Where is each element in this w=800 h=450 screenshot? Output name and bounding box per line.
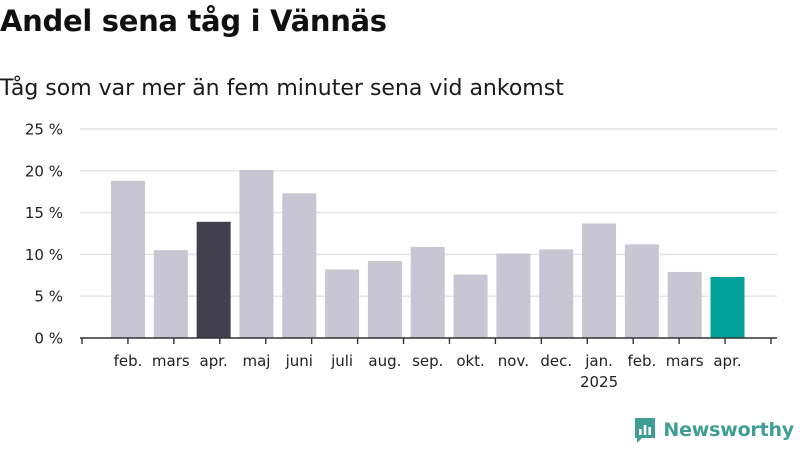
bar bbox=[496, 253, 531, 338]
y-tick-label: 5 % bbox=[34, 288, 63, 306]
x-tick-label: juni bbox=[285, 352, 313, 370]
x-tick-label: apr. bbox=[713, 352, 741, 370]
x-axis: feb. mars apr. maj juni juli aug. sep. okt. nov. d… bbox=[80, 337, 777, 391]
x-tick-label: okt. bbox=[456, 352, 485, 370]
bar bbox=[111, 180, 145, 338]
logo-text: Newsworthy bbox=[663, 419, 794, 441]
y-axis-tick-labels: 0 % 5 % 10 % 15 % 20 % 25 % bbox=[25, 121, 63, 348]
y-tick-label: 0 % bbox=[34, 330, 63, 348]
chart-subtitle: Tåg som var mer än fem minuter sena vid … bbox=[0, 76, 564, 101]
x-tick-label: dec. bbox=[540, 352, 572, 370]
x-tick-label: jan. bbox=[584, 352, 613, 370]
x-tick-label: nov. bbox=[498, 352, 529, 370]
x-tick-label: juli bbox=[330, 352, 353, 370]
bar bbox=[282, 193, 317, 338]
bar bbox=[582, 223, 617, 338]
bars bbox=[111, 169, 745, 338]
bar bbox=[667, 271, 702, 338]
x-tick-label: apr. bbox=[200, 352, 228, 370]
y-tick-label: 25 % bbox=[25, 121, 63, 139]
bar bbox=[710, 276, 745, 338]
newsworthy-logo-icon bbox=[635, 418, 656, 443]
y-tick-label: 20 % bbox=[25, 162, 63, 180]
bar bbox=[367, 261, 402, 338]
bar bbox=[325, 269, 360, 338]
chart-title: Andel sena tåg i Vännäs bbox=[0, 4, 387, 38]
x-tick-label: sep. bbox=[412, 352, 443, 370]
bar bbox=[410, 246, 445, 338]
x-tick-label: aug. bbox=[368, 352, 401, 370]
bar bbox=[153, 250, 188, 338]
newsworthy-logo: Newsworthy bbox=[633, 416, 794, 444]
x-tick-label: maj bbox=[242, 352, 270, 370]
x-tick-label: feb. bbox=[627, 352, 656, 370]
x-tick-label: mars bbox=[666, 352, 704, 370]
bar bbox=[539, 249, 574, 338]
x-tick-label: mars bbox=[152, 352, 190, 370]
x-tick-label: feb. bbox=[114, 352, 143, 370]
y-tick-label: 10 % bbox=[25, 246, 63, 264]
x-year-label: 2025 bbox=[580, 373, 618, 391]
bar bbox=[196, 221, 231, 338]
bar bbox=[239, 169, 274, 338]
y-tick-label: 15 % bbox=[25, 204, 63, 222]
bar bbox=[453, 274, 488, 338]
bar bbox=[624, 244, 659, 338]
